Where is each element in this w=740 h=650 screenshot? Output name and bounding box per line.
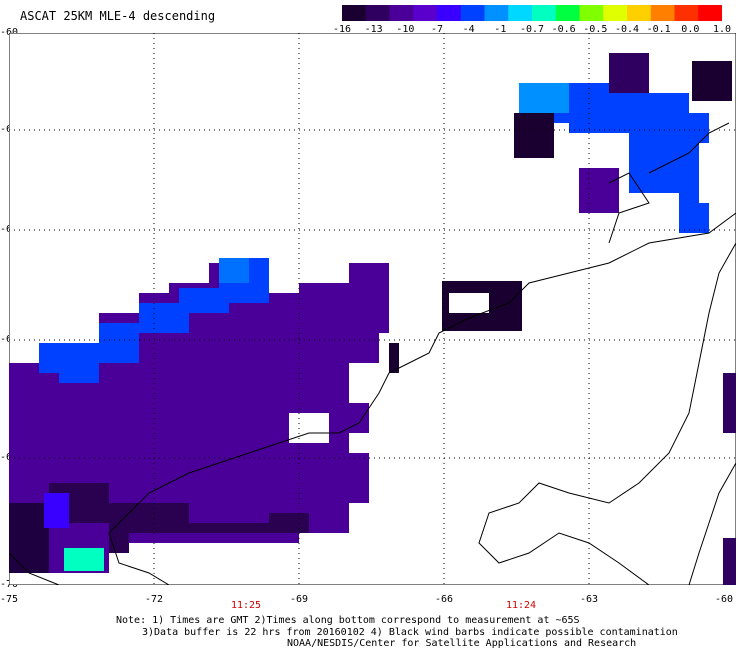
colorbar-tick-label: -7 (430, 24, 444, 35)
east-edge-cell (723, 373, 736, 433)
colorbar-swatch (603, 5, 628, 21)
colorbar-tick-label: -10 (396, 24, 415, 35)
colorbar-swatch (484, 5, 509, 21)
ne-dark-cell-3 (514, 113, 554, 158)
colorbar-swatch (627, 5, 652, 21)
lon-label-75: -75 (0, 594, 19, 605)
colorbar-tick-label: -4 (462, 24, 475, 35)
colorbar-tick-label: -13 (364, 24, 383, 35)
wind-field-northeast (442, 53, 736, 585)
colorbar-tick-label: -0.6 (551, 24, 576, 35)
graticule (9, 33, 736, 585)
colorbar-swatch (650, 5, 675, 21)
ne-white-notch (449, 293, 489, 313)
map-panel (9, 33, 736, 585)
colorbar-swatch (674, 5, 699, 21)
data-region-light-blue (219, 258, 249, 283)
data-region-blue-sw (44, 493, 69, 528)
colorbar-swatch (460, 5, 485, 21)
data-region-blue-band (39, 258, 269, 383)
data-region-cyan (64, 548, 104, 571)
colorbar-tick-label: 0.0 (681, 24, 700, 35)
east-edge-cell-2 (723, 538, 736, 585)
map-title: ASCAT 25KM MLE-4 descending (20, 9, 216, 23)
colorbar-swatch (555, 5, 580, 21)
lon-label-63: -63 (579, 594, 599, 605)
colorbar-swatch (389, 5, 414, 21)
pass-time-2: 11:24 (505, 600, 537, 611)
data-region-dark-2 (9, 503, 49, 573)
colorbar-tick-label: -16 (332, 24, 352, 35)
colorbar-swatch (437, 5, 462, 21)
lon-label-66: -66 (434, 594, 454, 605)
lon-label-72: -72 (144, 594, 164, 605)
colorbar-tick-label: -0.4 (614, 24, 640, 35)
colorbar (342, 5, 722, 21)
data-region-dark (49, 483, 309, 553)
ne-blue (519, 83, 709, 233)
note-line-1: Note: 1) Times are GMT 2)Times along bot… (116, 615, 580, 626)
ne-purple-cell (579, 168, 619, 213)
note-line-3: NOAA/NESDIS/Center for Satellite Applica… (287, 638, 637, 649)
colorbar-swatch (413, 5, 438, 21)
coastline (9, 122, 736, 585)
colorbar-swatch (579, 5, 604, 21)
ne-dark-cell-1 (609, 53, 649, 93)
colorbar-swatch (508, 5, 533, 21)
colorbar-swatch (698, 5, 722, 21)
ne-dark-cell-2 (692, 61, 732, 101)
colorbar-tick-label: 1.0 (712, 24, 732, 35)
colorbar-tick-label: -1 (494, 24, 507, 35)
data-region-gap (289, 413, 329, 443)
colorbar-swatch (532, 5, 557, 21)
note-line-2: 3)Data buffer is 22 hrs from 20160102 4)… (142, 627, 678, 638)
colorbar-swatch (365, 5, 390, 21)
pass-time-1: 11:25 (230, 600, 262, 611)
colorbar-ticks: -16 -13 -10 -7 -4 -1 -0.7 -0.6 -0.5 -0.4 -0.1 0.0 1.… (333, 24, 731, 38)
data-region-north-cell (389, 343, 399, 373)
lon-label-69: -69 (289, 594, 309, 605)
lon-label-60: -60 (714, 594, 734, 605)
colorbar-tick-label: -0.7 (519, 24, 545, 35)
colorbar-tick-label: -0.1 (646, 24, 671, 35)
colorbar-tick-label: -0.5 (583, 24, 608, 35)
colorbar-swatch (342, 5, 367, 21)
